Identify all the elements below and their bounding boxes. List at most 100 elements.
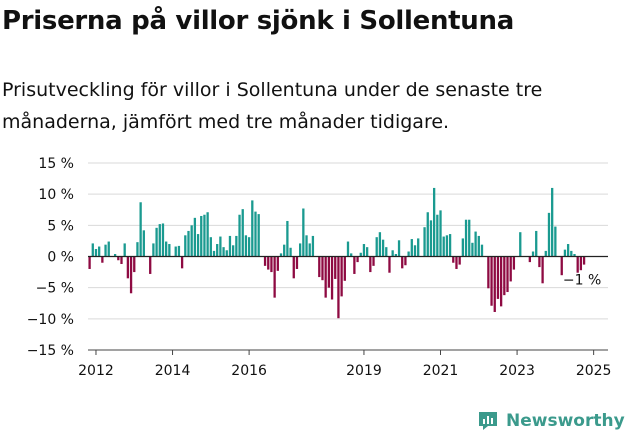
bar: [149, 256, 152, 274]
bar: [254, 211, 257, 257]
bar: [471, 242, 474, 257]
bar: [206, 212, 209, 257]
bar: [407, 251, 410, 257]
bar: [560, 256, 563, 276]
x-tick-label: 2012: [78, 363, 114, 379]
bar: [493, 256, 496, 312]
bar: [251, 200, 254, 257]
bar: [378, 232, 382, 257]
bars: [88, 187, 586, 319]
bar: [375, 237, 378, 257]
bar: [209, 237, 212, 257]
bar: [123, 243, 126, 257]
bar: [356, 256, 359, 263]
bar: [340, 256, 343, 297]
bar: [509, 256, 512, 282]
bar: [180, 256, 184, 269]
bar: [200, 215, 203, 257]
bar: [432, 187, 436, 257]
bar: [490, 256, 493, 306]
brand-name: Newsworthy: [506, 411, 625, 431]
bar: [468, 219, 471, 257]
bar: [563, 249, 567, 257]
bar: [190, 225, 193, 257]
bar: [477, 235, 480, 257]
bar: [104, 244, 107, 257]
x-tick-label: 2016: [231, 363, 267, 379]
bar: [531, 251, 535, 257]
bar: [439, 210, 442, 257]
bar: [165, 241, 168, 257]
bar: [168, 244, 171, 257]
y-tick-label: −5 %: [36, 281, 74, 297]
bar: [535, 230, 538, 257]
bar: [101, 256, 104, 263]
bar: [394, 254, 397, 257]
bar: [551, 187, 554, 257]
bar: [257, 214, 260, 257]
y-tick-label: 0 %: [47, 250, 74, 266]
bar: [544, 250, 547, 257]
bar: [388, 256, 391, 273]
bar: [305, 235, 308, 257]
bar: [554, 226, 557, 257]
bar: [299, 243, 302, 257]
x-tick-label: 2019: [346, 363, 382, 379]
bar: [334, 256, 337, 279]
bar: [448, 234, 452, 257]
bar: [350, 253, 353, 257]
bar: [519, 232, 522, 257]
bar: [187, 230, 190, 257]
bar: [219, 236, 222, 257]
bar: [139, 202, 142, 257]
bar: [499, 256, 503, 307]
bar: [365, 247, 369, 257]
bar: [404, 256, 407, 266]
bar: [327, 256, 331, 288]
bar: [461, 238, 464, 257]
bar: [458, 256, 461, 265]
bar: [570, 250, 573, 257]
bar: [222, 247, 225, 257]
bar: [528, 256, 531, 263]
bar: [318, 256, 321, 278]
bar: [464, 219, 468, 257]
bar: [381, 239, 385, 257]
bar: [359, 252, 362, 257]
bar: [126, 256, 130, 279]
bar: [94, 249, 98, 257]
bar: [337, 256, 340, 319]
chart-title: Priserna på villor sjönk i Sollentuna: [2, 6, 514, 36]
bar: [480, 244, 484, 257]
x-tick-label: 2014: [155, 363, 191, 379]
bar: [155, 227, 158, 257]
bar: [308, 243, 311, 257]
bar: [324, 256, 327, 298]
bar: [161, 223, 165, 257]
bar: [372, 256, 375, 266]
bar: [193, 217, 197, 257]
bar: [196, 234, 200, 257]
bar: [232, 245, 235, 257]
y-tick-label: 10 %: [38, 187, 74, 203]
bar: [267, 256, 270, 270]
bar: [133, 256, 136, 273]
bar: [91, 243, 94, 257]
bar: [292, 256, 295, 279]
x-tick-label: 2023: [499, 363, 535, 379]
bar: [547, 212, 551, 257]
bar: [184, 235, 187, 257]
y-tick-label: 15 %: [38, 156, 74, 172]
bar: [496, 256, 500, 299]
bar: [273, 256, 276, 298]
bar: [174, 246, 177, 257]
bar: [276, 256, 279, 271]
x-tick-label: 2021: [423, 363, 459, 379]
bar: [413, 245, 417, 257]
bar: [247, 237, 251, 257]
bar: [321, 256, 324, 281]
bar: [346, 241, 350, 257]
bar: [311, 235, 315, 257]
bar: [263, 256, 267, 266]
bar: [228, 235, 232, 257]
